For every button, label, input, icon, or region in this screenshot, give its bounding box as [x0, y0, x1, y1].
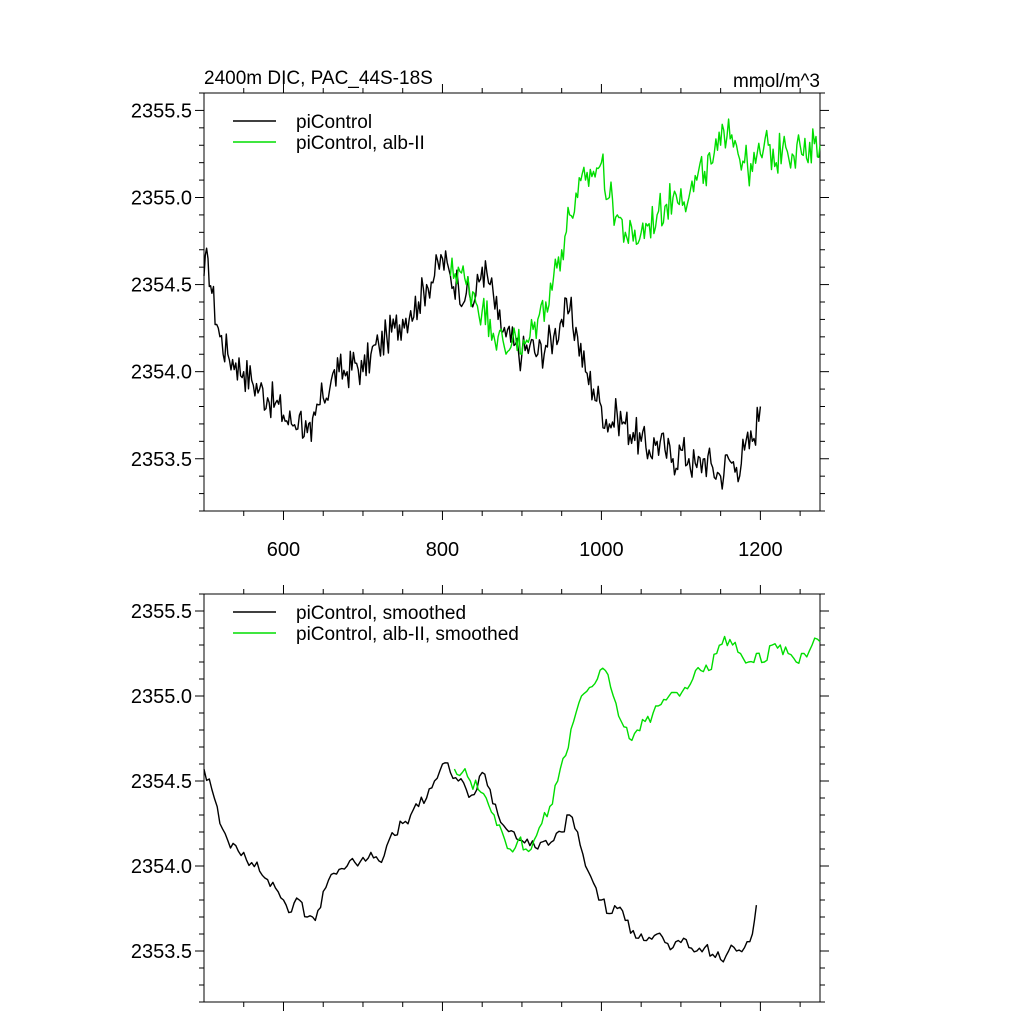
bottom-y-tick-label: 2353.5 [131, 941, 192, 963]
top-legend-label-0: piControl [296, 112, 372, 133]
top-y-tick-label: 2354.0 [131, 362, 192, 384]
top-y-tick-label: 2354.5 [131, 275, 192, 297]
top-title: 2400m DIC, PAC_44S-18S [204, 68, 433, 89]
bottom-panel: 2353.5 2354.0 2354.5 2355.0 2355.5 piControl… [131, 585, 829, 1011]
top-series-line-0 [203, 247, 762, 490]
top-legend-label-1: piControl, alb-II [296, 133, 425, 154]
top-plot-frame [203, 92, 821, 512]
bottom-series-line-1 [453, 635, 821, 853]
top-x-tick-label: 600 [267, 539, 300, 561]
bottom-ticks: 2353.5 2354.0 2354.5 2355.0 2355.5 [131, 585, 829, 1011]
top-units: mmol/m^3 [733, 71, 820, 92]
bottom-y-tick-label: 2355.0 [131, 686, 192, 708]
top-y-tick-label: 2355.0 [131, 188, 192, 210]
top-x-tick-label: 800 [426, 539, 459, 561]
bottom-legend-label-1: piControl, alb-II, smoothed [296, 624, 519, 645]
top-panel: 2400m DIC, PAC_44S-18S mmol/m^3 600 800 10… [131, 68, 829, 561]
top-series-line-1 [449, 118, 821, 355]
bottom-plot-frame [203, 593, 821, 1003]
top-ticks: 600 800 1000 1200 2353.5 2354.0 2354.5 2355.0 23… [131, 84, 829, 561]
bottom-series-lines [203, 635, 821, 963]
bottom-legend-label-0: piControl, smoothed [296, 603, 466, 624]
top-x-tick-label: 1200 [738, 539, 783, 561]
top-legend: piControl piControl, alb-II [233, 112, 425, 154]
top-x-tick-label: 1000 [579, 539, 624, 561]
bottom-y-tick-label: 2355.5 [131, 601, 192, 623]
bottom-legend: piControl, smoothed piControl, alb-II, s… [233, 603, 519, 645]
top-series-lines [203, 118, 821, 490]
top-y-tick-label: 2353.5 [131, 449, 192, 471]
bottom-y-tick-label: 2354.5 [131, 771, 192, 793]
bottom-series-line-0 [203, 762, 758, 963]
bottom-y-tick-label: 2354.0 [131, 856, 192, 878]
top-y-tick-label: 2355.5 [131, 100, 192, 122]
